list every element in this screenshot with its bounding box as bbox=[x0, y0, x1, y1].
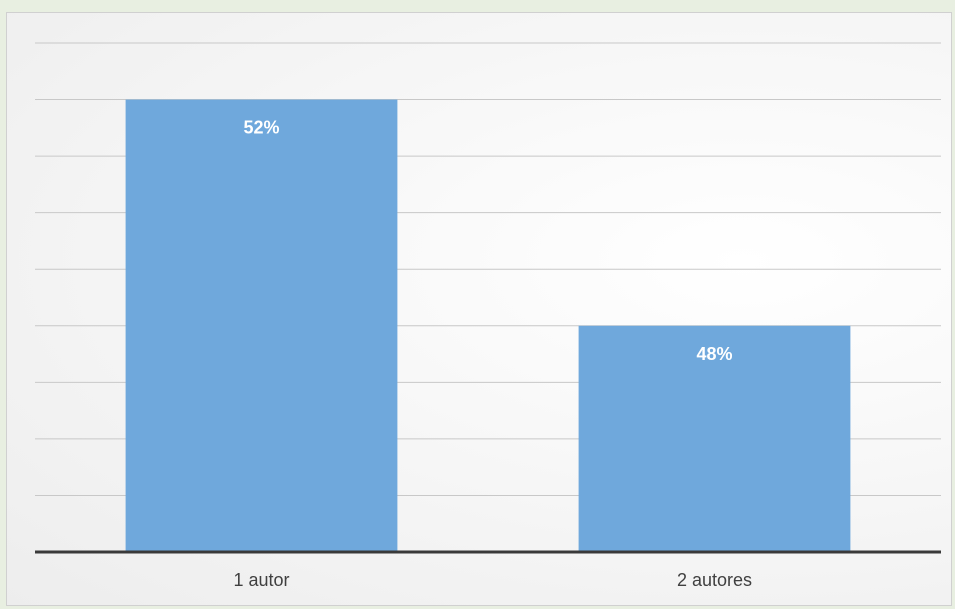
x-tick-label: 1 autor bbox=[233, 570, 289, 590]
data-label: 52% bbox=[243, 118, 279, 138]
x-axis: 1 autor 2 autores bbox=[35, 550, 941, 590]
chart-area: 1 autor 2 autores 52% 48% bbox=[6, 12, 952, 606]
bar-1-autor bbox=[125, 99, 398, 553]
bar-chart: 1 autor 2 autores 52% 48% bbox=[35, 42, 941, 590]
bar-2-autores bbox=[578, 325, 851, 552]
x-tick-label: 2 autores bbox=[677, 570, 752, 590]
bars bbox=[125, 99, 851, 553]
data-label: 48% bbox=[696, 344, 732, 364]
data-labels: 52% 48% bbox=[243, 118, 732, 364]
